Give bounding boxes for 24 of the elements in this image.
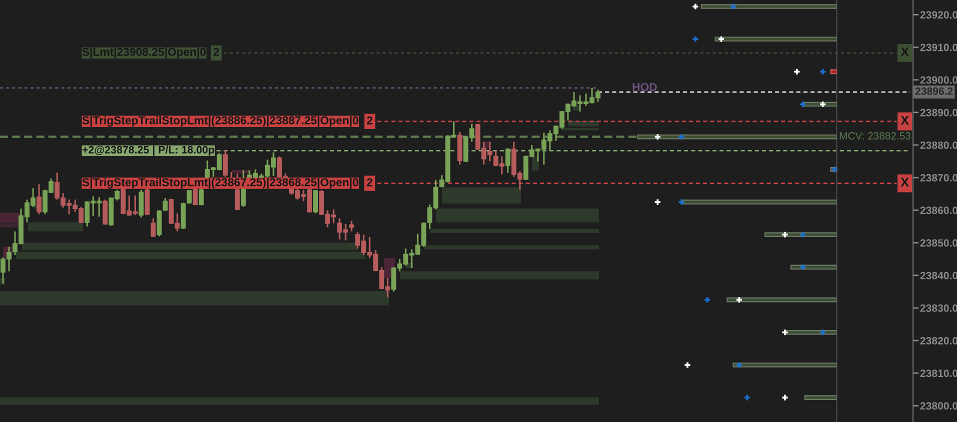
ref-line-label: 23896.2 (915, 87, 953, 95)
text: X (900, 178, 909, 187)
text: X (900, 48, 909, 56)
annotation: 2 (214, 48, 219, 56)
candlestick (198, 187, 204, 206)
text: X (900, 116, 909, 125)
candlestick (36, 183, 42, 216)
ref-line-label: S|TrigStepTrailStopLmt|(23867.25)|23868.25|Open|0 (82, 178, 358, 189)
ref-line-label: HOD (632, 82, 657, 92)
ref-line-label: S|Lmt|23908.25|Open|0 (82, 48, 206, 58)
ref-line-label: S|TrigStepTrailStopLmt|(23886.25)|23887.25|Open|0 (82, 116, 358, 127)
ref-line-label: +2@23878.25 | P/L: 18.00p (82, 146, 214, 156)
candlestick (162, 197, 168, 212)
annotation: 2 (367, 116, 372, 124)
ref-line-label: MCV: 23882.53 (840, 132, 911, 140)
candlestick (505, 148, 510, 174)
candlestick (102, 198, 108, 226)
annotation: 2 (366, 178, 372, 186)
candlestick (349, 220, 354, 232)
candlestick (313, 190, 318, 214)
candlestick (150, 218, 156, 238)
candlestick (156, 209, 162, 238)
candlestick (222, 149, 228, 178)
candlestick (138, 189, 144, 218)
